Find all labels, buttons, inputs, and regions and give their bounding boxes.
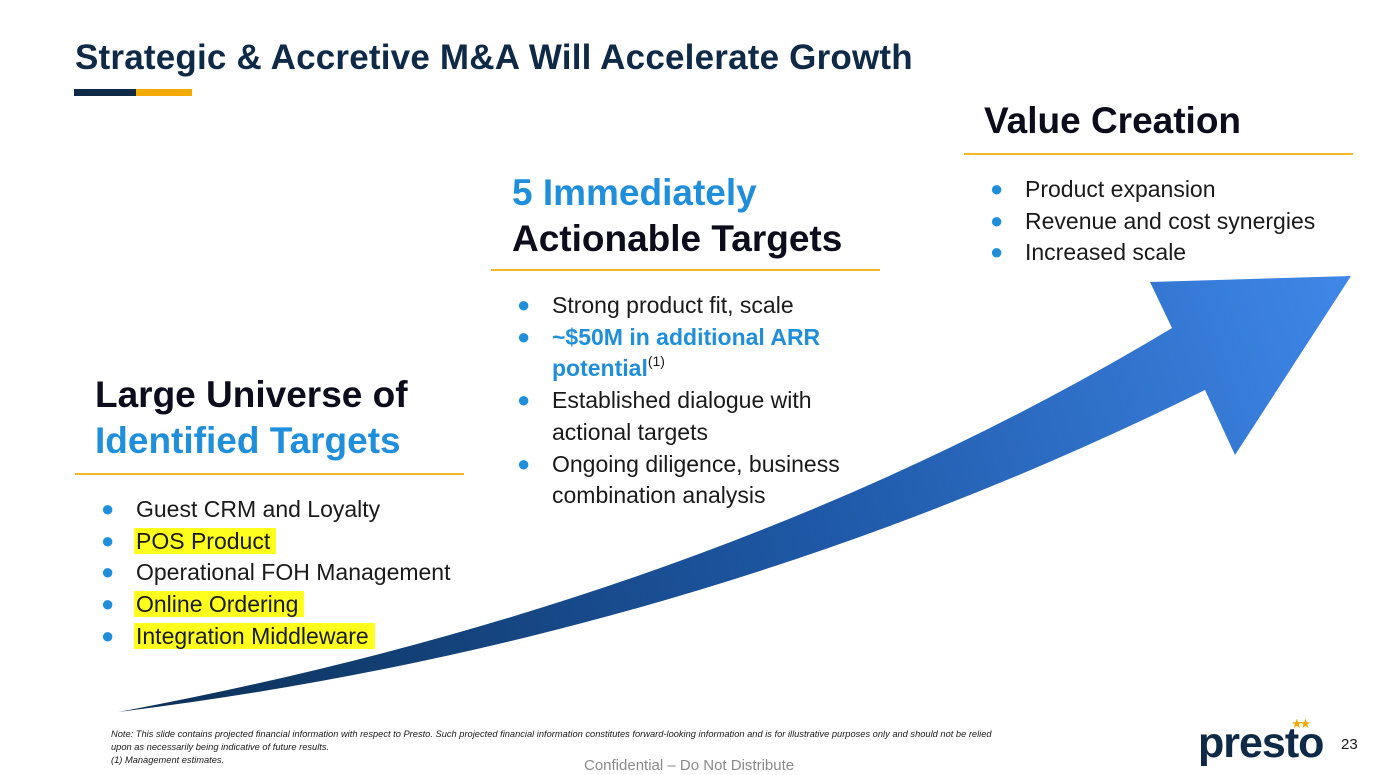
list-item: ● Operational FOH Management [101,559,451,586]
list-item: ● Product expansion [990,176,1216,202]
middle-section-rule [491,269,880,271]
title-underline-gold [136,89,192,96]
left-heading-line2: Identified Targets [95,420,401,461]
footnote: Note: This slide contains projected fina… [111,729,992,765]
list-item: ● Increased scale [990,239,1187,266]
bullet-dot-icon: ● [517,387,531,413]
list-item: ● Established dialogue with actional targe… [517,387,812,445]
left-bullet-list: ● Guest CRM and Loyalty ● POS Product ● Ope… [95,494,451,653]
bullet-dot-icon: ● [101,559,115,585]
logo-stars-icon: ★★ [1291,716,1311,731]
list-item: ● Guest CRM and Loyalty [101,496,381,522]
presto-logo: presto [1198,719,1324,767]
right-section-heading: Value Creation [984,100,1242,141]
footnote-marker: (1) [647,353,665,370]
bullet-dot-icon: ● [517,323,531,349]
slide-title: Strategic & Accretive M&A Will Accelerat… [75,38,913,77]
list-item: ● ~$50M in additional ARR potential(1) [517,323,821,382]
left-heading-line1: Large Universe of [95,374,408,415]
bullet-dot-icon: ● [101,496,115,521]
list-item: ● Strong product fit, scale [517,292,794,318]
bullet-dot-icon: ● [517,450,531,476]
bullet-dot-icon: ● [101,527,115,553]
list-item: ● Ongoing diligence, business combination … [517,450,840,509]
bullet-dot-icon: ● [990,176,1004,201]
right-section-rule [964,153,1353,155]
title-underline-dark [74,89,136,96]
bullet-dot-icon: ● [990,207,1004,233]
bullet-dot-icon: ● [517,292,531,317]
left-section-rule [75,473,464,475]
middle-section-heading: 5 Immediately Actionable Targets [512,170,842,262]
bullet-dot-icon: ● [101,622,115,648]
list-item: ● Integration Middleware [95,621,451,653]
left-section-heading: Large Universe of Identified Targets [95,372,408,464]
middle-bullet-list: ● Strong product fit, scale ● ~$50M in add… [511,290,840,512]
page-number: 23 [1341,736,1358,753]
right-bullet-list: ● Product expansion ● Revenue and cost syn… [984,174,1315,269]
bullet-dot-icon: ● [101,591,115,617]
list-item: ● POS Product [95,526,451,558]
confidential-label: Confidential – Do Not Distribute [584,757,795,774]
middle-heading-line1: 5 Immediately [512,172,757,213]
middle-heading-line2: Actionable Targets [512,218,843,259]
list-item: ● Online Ordering [95,589,451,621]
bullet-dot-icon: ● [990,239,1004,265]
list-item: ● Revenue and cost synergies [990,207,1316,234]
